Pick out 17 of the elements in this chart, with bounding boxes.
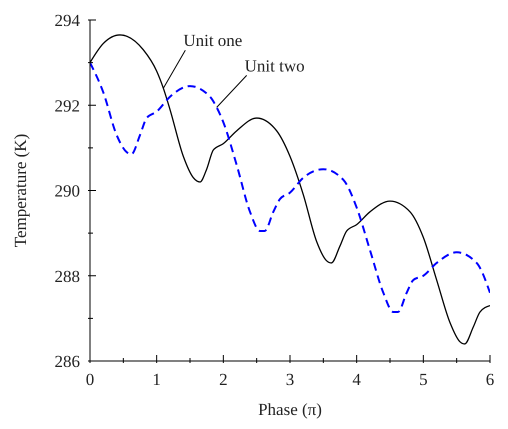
series-label: Unit one [183, 31, 242, 50]
y-tick-label: 288 [54, 266, 80, 286]
y-tick-label: 292 [54, 96, 80, 116]
y-axis-title: Temperature (K) [11, 134, 30, 248]
x-axis-title: Phase (π) [258, 400, 322, 419]
y-tick-label: 294 [54, 11, 80, 30]
x-tick-label: 2 [219, 370, 228, 389]
x-tick-label: 4 [352, 370, 362, 389]
y-tick-label: 290 [54, 182, 80, 200]
line-series [90, 62, 490, 313]
text: Unit two [244, 56, 305, 76]
x-tick-label: 1 [152, 370, 161, 389]
x-tick-label: 3 [286, 370, 294, 389]
x-tick-label: 5 [419, 370, 428, 389]
x-tick-label: 0 [86, 370, 94, 389]
y-tick-label: 286 [54, 352, 80, 371]
x-tick-label: 6 [486, 370, 494, 389]
